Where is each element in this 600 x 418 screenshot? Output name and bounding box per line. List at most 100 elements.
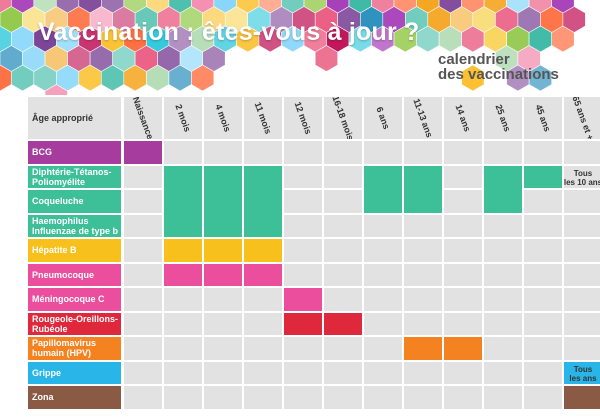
schedule-cell: [404, 361, 442, 384]
schedule-cell: [564, 141, 600, 164]
column-header-label: 12 mois: [292, 100, 314, 136]
schedule-cell: [204, 361, 242, 384]
schedule-cell: [524, 239, 562, 262]
schedule-cell: [164, 361, 202, 384]
schedule-cell: [404, 214, 442, 237]
column-header: 14 ans: [444, 97, 482, 139]
schedule-cell: [564, 214, 600, 237]
schedule-cell: [124, 239, 162, 262]
schedule-note-line: Tous: [573, 168, 593, 178]
vaccine-label-line: Hépatite B: [32, 245, 77, 256]
schedule-cell: [324, 165, 362, 188]
vaccination-bar: [284, 288, 322, 311]
vaccine-label-line: Influenzae de type b (HIB): [32, 225, 143, 236]
column-header: 16-18 mois: [324, 97, 362, 139]
hexagon-tile: [528, 64, 553, 92]
column-header-label: 6 ans: [374, 105, 392, 131]
vaccine-label: Grippe: [28, 361, 121, 384]
column-header-label: 11 mois: [252, 100, 274, 136]
vaccine-label: BCG: [28, 141, 121, 164]
schedule-cell: [404, 141, 442, 164]
schedule-cell: [484, 263, 522, 286]
schedule-cell: [444, 312, 482, 335]
schedule-cell: [324, 386, 362, 409]
schedule-cell: [364, 312, 402, 335]
vaccination-bar: [484, 165, 522, 213]
schedule-cell: [244, 141, 282, 164]
column-header: 11-13 ans: [404, 97, 442, 139]
banner: Vaccination : êtes-vous à jour ? calendr…: [0, 0, 600, 95]
column-header-label: 45 ans: [533, 103, 553, 133]
vaccine-label-line: Haemophilus: [32, 215, 89, 226]
schedule-cell: [524, 337, 562, 360]
schedule-cell: [284, 190, 322, 213]
column-header: 6 ans: [364, 97, 402, 139]
vaccine-label: Coqueluche: [28, 190, 121, 213]
schedule-cell: [564, 239, 600, 262]
schedule-cell: [484, 337, 522, 360]
schedule-cell: [284, 141, 322, 164]
vaccine-label-line: Rubéole: [32, 323, 68, 334]
vaccine-label-line: Papillomavirus: [32, 338, 97, 349]
hexagon-tile: [551, 25, 575, 53]
column-header-label: 14 ans: [453, 103, 473, 133]
schedule-cell: [244, 386, 282, 409]
vaccination-bar: [124, 141, 162, 164]
schedule-cell: [244, 312, 282, 335]
vaccine-label-line: Poliomyélite: [32, 176, 86, 187]
vaccination-bar: [564, 386, 600, 409]
schedule-note-line: Tous: [573, 364, 593, 374]
column-header: 2 mois: [164, 97, 202, 139]
schedule-cell: [364, 361, 402, 384]
vaccination-bar: [404, 165, 442, 213]
schedule-cell: [444, 263, 482, 286]
schedule-cell: [484, 214, 522, 237]
schedule-cell: [524, 288, 562, 311]
schedule-note: Tous les 10 ans: [563, 169, 600, 187]
vaccine-label-line: BCG: [32, 147, 52, 158]
column-header: 4 mois: [204, 97, 242, 139]
schedule-cell: [124, 288, 162, 311]
schedule-cell: [324, 361, 362, 384]
vaccine-label: Hépatite B: [28, 239, 121, 262]
schedule-cell: [284, 214, 322, 237]
page-subtitle: calendrier des vaccinations: [438, 52, 559, 82]
schedule-cell: [324, 141, 362, 164]
schedule-cell: [124, 312, 162, 335]
schedule-cell: [524, 386, 562, 409]
vaccination-bar: [164, 239, 202, 262]
page-title: Vaccination : êtes-vous à jour ?: [38, 18, 420, 46]
column-header-label: 25 ans: [493, 103, 513, 133]
schedule-cell: [244, 361, 282, 384]
vaccine-label-line: Grippe: [32, 367, 62, 378]
column-header: 45 ans: [524, 97, 562, 139]
vaccination-bar: [244, 239, 282, 262]
schedule-cell: [484, 312, 522, 335]
column-header: 11 mois: [244, 97, 282, 139]
column-header-label: 4 mois: [213, 102, 233, 134]
hexagon-tile: [314, 45, 339, 72]
vaccine-label: Diphtérie-Tétanos- Poliomyélite: [28, 165, 121, 188]
schedule-cell: [444, 141, 482, 164]
schedule-cell: [124, 337, 162, 360]
schedule-cell: [324, 263, 362, 286]
schedule-cell: [124, 214, 162, 237]
vaccination-bar: [404, 337, 442, 360]
schedule-cell: [204, 312, 242, 335]
schedule-cell: [364, 263, 402, 286]
schedule-cell: [124, 263, 162, 286]
vaccine-label: Papillomavirus humain (HPV): [28, 337, 121, 360]
column-header: 25 ans: [484, 97, 522, 139]
vaccine-label-line: Rougeole-Oreillons-: [32, 313, 119, 324]
vaccination-bar: [204, 263, 242, 286]
schedule-cell: [524, 312, 562, 335]
vaccination-bar: [444, 337, 482, 360]
schedule-cell: [244, 337, 282, 360]
schedule-cell: [444, 190, 482, 213]
schedule-cell: [164, 288, 202, 311]
schedule-cell: [524, 190, 562, 213]
schedule-cell: [484, 386, 522, 409]
hexagon-tile: [191, 64, 215, 92]
schedule-cell: [404, 239, 442, 262]
schedule-note: Tous les ans: [563, 365, 600, 383]
